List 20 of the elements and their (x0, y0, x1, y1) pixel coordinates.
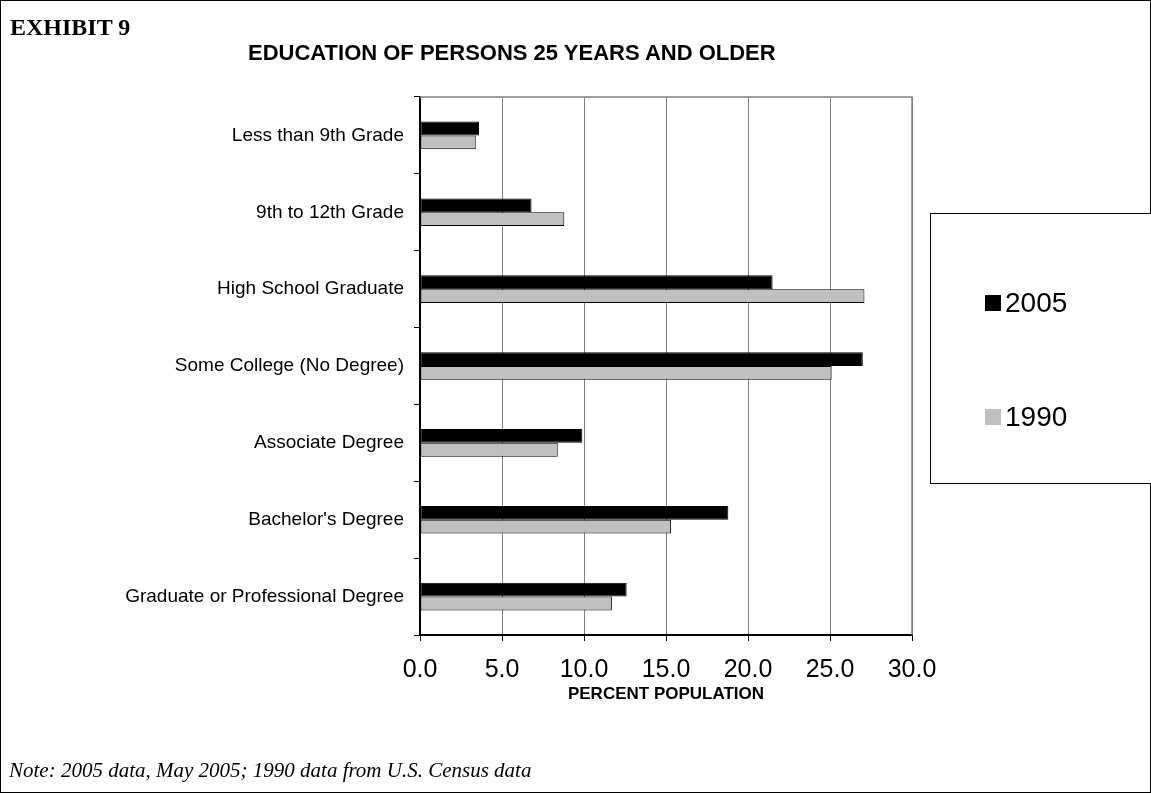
x-tick-label: 30.0 (887, 653, 937, 682)
text: Note: 2005 data, May 2005; 1990 data from U.S. Census data (9, 758, 532, 783)
y-tick-label: Some College (No Degree) (174, 354, 404, 376)
y-tick-label: Graduate or Professional Degree (125, 584, 404, 606)
x-tick-label: 25.0 (805, 653, 855, 682)
y-tick-label: Less than 9th Grade (231, 123, 404, 145)
text: EXHIBIT 9 (10, 14, 131, 41)
x-axis-title: PERCENT POPULATION (567, 684, 765, 704)
y-tick-label: Bachelor's Degree (248, 507, 404, 529)
y-tick-label: Associate Degree (254, 431, 404, 453)
x-tick-label: 20.0 (723, 653, 773, 682)
legend-label: 2005 (1005, 287, 1068, 319)
y-tick-label: High School Graduate (217, 277, 404, 299)
chart-title: EDUCATION OF PERSONS 25 YEARS AND OLDER (248, 40, 776, 66)
x-tick-label: 5.0 (484, 653, 520, 682)
x-tick-label: 10.0 (559, 653, 609, 682)
x-tick-label: 15.0 (641, 653, 691, 682)
legend-label: 1990 (1005, 401, 1068, 433)
y-tick-label: 9th to 12th Grade (256, 200, 404, 222)
x-tick-label: 0.0 (402, 653, 438, 682)
